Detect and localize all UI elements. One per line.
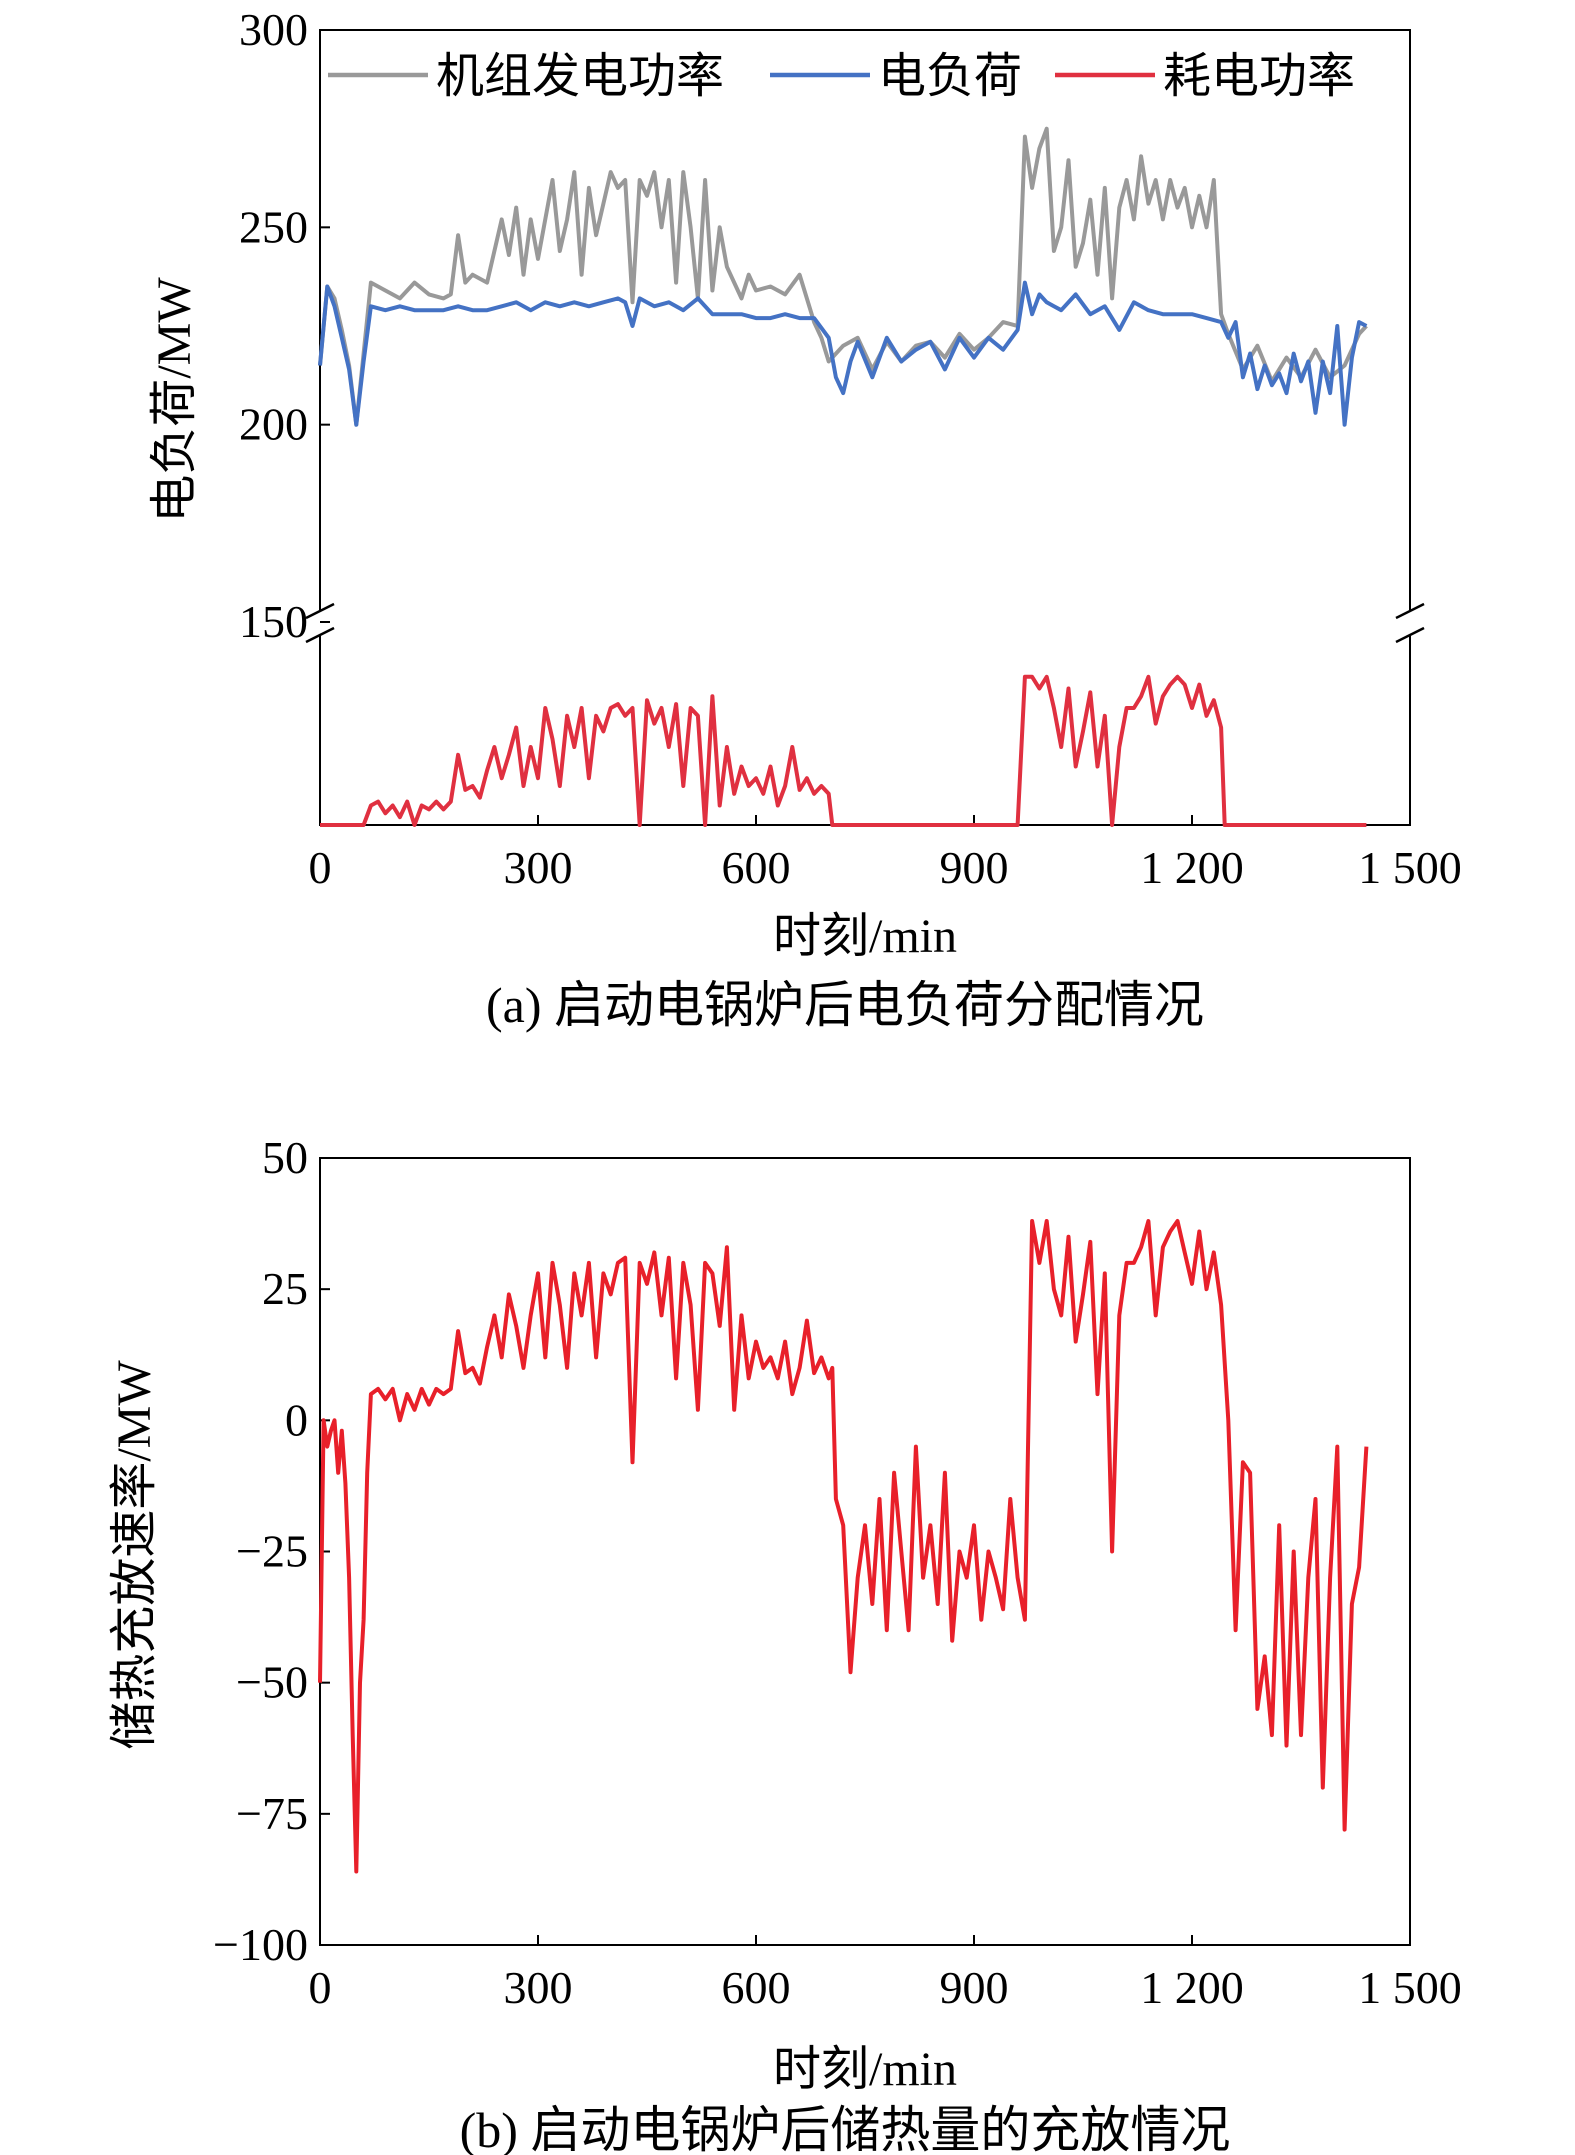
chart-b-x-ticks: 0 300 600 900 1 200 1 500	[309, 1935, 1462, 2013]
chart-a-break-gap-right	[1398, 610, 1420, 636]
chart-b-y-tick-label: −50	[236, 1657, 308, 1708]
chart-b-plot-frame	[319, 1157, 1411, 1946]
chart-b-x-tick-label: 300	[504, 1962, 573, 2013]
chart-b-x-tick-label: 1 500	[1358, 1962, 1462, 2013]
legend-label-0: 机组发电功率	[436, 50, 724, 103]
chart-a-break-mark-right-top	[1395, 602, 1425, 620]
chart-b-series-line-0	[318, 1219, 1369, 1874]
chart-b-y-tick-label: −25	[236, 1526, 308, 1577]
chart-a-break-mark-left-bottom	[305, 626, 335, 644]
chart-a-x-tick-label: 300	[504, 842, 573, 893]
chart-a-break-mark-left-top	[305, 602, 335, 620]
chart-a-y-tick-label: 250	[239, 201, 308, 252]
chart-a-series-line-0	[318, 126, 1368, 427]
chart-b-y-tick-label: 50	[262, 1132, 308, 1183]
chart-b-caption: (b) 启动电锅炉后储热量的充放情况	[460, 2102, 1231, 2155]
chart-a-x-tick-label: 0	[309, 842, 332, 893]
chart-b-y-ticks: −100 −75 −50 −25 0 25 50	[213, 1132, 330, 1970]
chart-b-y-tick-label: 25	[262, 1263, 308, 1314]
chart-b-x-tick-label: 900	[940, 1962, 1009, 2013]
chart-a: 150 200 250 300 0 300 600 900 1 200 1 500 机组发电功率…	[148, 4, 1462, 1033]
chart-b-x-tick-label: 1 200	[1140, 1962, 1244, 2013]
chart-a-y-tick-label: 300	[239, 4, 308, 55]
chart-a-series-line-1	[318, 280, 1368, 427]
chart-b-y-tick-label: −75	[236, 1788, 308, 1839]
chart-b-y-tick-label: −100	[213, 1919, 308, 1970]
chart-a-x-tick-label: 600	[722, 842, 791, 893]
chart-b-y-tick-label: 0	[285, 1394, 308, 1445]
chart-a-y-ticks: 150 200 250 300	[239, 4, 330, 647]
chart-a-x-axis-label: 时刻/min	[773, 910, 957, 963]
chart-a-legend: 机组发电功率 电负荷 耗电功率	[328, 50, 1355, 103]
chart-a-series	[318, 126, 1368, 827]
chart-a-x-tick-label: 1 500	[1358, 842, 1462, 893]
chart-a-y-axis-label: 电负荷/MW	[148, 277, 201, 523]
chart-a-break-mark-right-bottom	[1395, 626, 1425, 644]
chart-a-caption: (a) 启动电锅炉后电负荷分配情况	[486, 977, 1204, 1033]
chart-b-x-tick-label: 0	[309, 1962, 332, 2013]
chart-b-y-axis-label: 储热充放速率/MW	[108, 1360, 161, 1750]
legend-label-1: 电负荷	[878, 50, 1022, 103]
chart-a-y-tick-label: 150	[239, 596, 308, 647]
chart-a-series-line-2	[320, 674, 1367, 827]
chart-b-x-axis-label: 时刻/min	[773, 2043, 957, 2096]
chart-b-series	[318, 1219, 1369, 1874]
chart-b-x-tick-label: 600	[722, 1962, 791, 2013]
chart-a-x-ticks: 0 300 600 900 1 200 1 500	[309, 815, 1462, 893]
chart-a-x-tick-label: 1 200	[1140, 842, 1244, 893]
chart-a-plot-frame	[319, 29, 1411, 826]
chart-a-x-tick-label: 900	[940, 842, 1009, 893]
chart-a-y-tick-label: 200	[239, 399, 308, 450]
legend-label-2: 耗电功率	[1163, 50, 1355, 103]
